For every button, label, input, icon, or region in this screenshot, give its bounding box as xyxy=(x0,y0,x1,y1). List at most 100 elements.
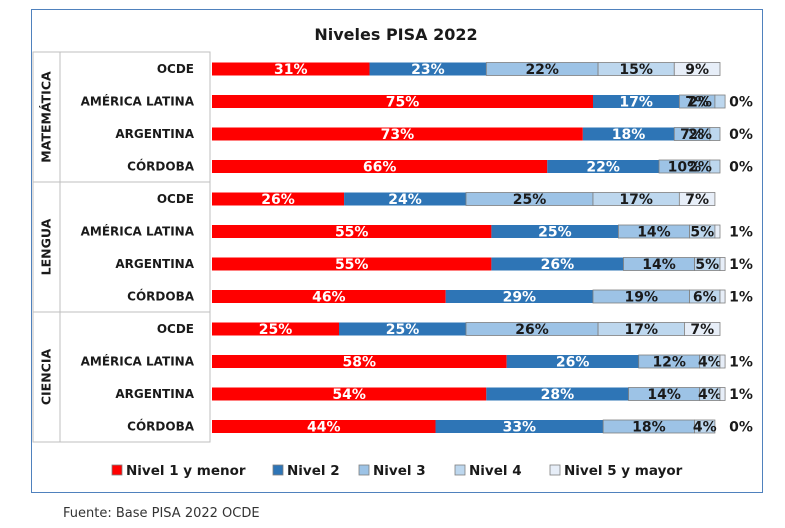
bar-segment xyxy=(709,159,721,174)
bar-row: 25% 25% 26% 17% 7% xyxy=(212,322,721,338)
data-label: 17% xyxy=(625,322,659,338)
bar-segment xyxy=(709,127,721,141)
bar-segment xyxy=(212,322,339,336)
data-label: 25% xyxy=(513,192,547,208)
legend: Nivel 1 y menor Nivel 2 Nivel 3 Nivel 4 Nive… xyxy=(111,463,683,479)
category-panel: MATEMÁTICA LENGUA CIENCIA xyxy=(32,51,211,443)
category-cell xyxy=(59,311,211,443)
data-label: 26% xyxy=(515,322,549,338)
data-label: 75% xyxy=(386,95,420,111)
data-label: 26% xyxy=(556,355,590,371)
data-label: 46% xyxy=(312,290,346,306)
data-label-outside: 0% xyxy=(729,160,753,176)
bar-row: 55% 26% 14% 5% 1% xyxy=(212,257,753,273)
bar-row: 46% 29% 19% 6% 1% xyxy=(212,290,753,306)
data-label: 26% xyxy=(541,257,575,273)
subject-label: MATEMÁTICA xyxy=(39,71,54,163)
bar-segment xyxy=(678,192,716,206)
bar-segment xyxy=(593,95,680,108)
data-label: 4% xyxy=(698,387,722,403)
bar-row: 26% 24% 25% 17% 7% xyxy=(212,192,716,208)
bar-segment xyxy=(212,387,487,401)
data-label: 25% xyxy=(259,322,293,338)
bar-segment xyxy=(212,420,436,433)
category-label: ARGENTINA xyxy=(115,257,194,271)
data-label: 4% xyxy=(693,420,717,436)
data-label-outside: 1% xyxy=(729,225,753,241)
data-label: 6% xyxy=(693,290,717,306)
data-label: 66% xyxy=(363,160,397,176)
data-label-outside: 0% xyxy=(729,420,753,436)
data-label-outside: 2% xyxy=(688,160,712,176)
data-label: 58% xyxy=(343,355,377,371)
legend-label: Nivel 3 xyxy=(373,463,426,479)
data-label: 7% xyxy=(685,95,709,111)
legend-label: Nivel 5 y mayor xyxy=(564,463,683,479)
data-label: 4% xyxy=(698,355,722,371)
category-label: ARGENTINA xyxy=(115,127,194,141)
bar-segment xyxy=(212,225,492,238)
legend-swatch xyxy=(358,464,370,476)
data-label-outside: 1% xyxy=(729,355,753,371)
data-label: 14% xyxy=(647,387,681,403)
data-label: 18% xyxy=(612,127,646,143)
bar-segment xyxy=(339,322,466,336)
bar-row: 44% 33% 18% 4% 0% xyxy=(212,420,753,436)
data-label: 14% xyxy=(637,225,671,241)
bar-segment xyxy=(547,160,660,173)
data-label: 24% xyxy=(388,192,422,208)
bar-segment xyxy=(719,257,726,271)
bar-segment xyxy=(719,289,726,304)
data-label: 28% xyxy=(541,387,575,403)
subject-cell xyxy=(32,311,61,443)
category-label: AMÉRICA LATINA xyxy=(81,224,195,239)
bar-row: 75% 17% 7%2% 0% xyxy=(212,95,753,111)
data-label: 55% xyxy=(335,257,369,273)
legend-swatch xyxy=(549,464,561,476)
data-label: 5% xyxy=(695,257,719,273)
data-label: 25% xyxy=(386,322,420,338)
bar-segment xyxy=(212,127,583,141)
data-label-outside: 2% xyxy=(688,127,712,143)
data-label: 33% xyxy=(503,420,537,436)
data-label-outside: 0% xyxy=(729,127,753,143)
bar-segment xyxy=(714,224,721,239)
bar-row: 58% 26% 12% 4% 1% xyxy=(212,355,753,371)
data-label: 5% xyxy=(690,225,714,241)
data-label: 17% xyxy=(619,192,653,208)
bar-segment xyxy=(714,94,726,109)
data-label: 7% xyxy=(690,322,714,338)
category-label: CÓRDOBA xyxy=(127,419,195,434)
data-label: 73% xyxy=(381,127,415,143)
category-label: CÓRDOBA xyxy=(127,289,195,304)
category-label: OCDE xyxy=(157,62,194,76)
bar-segment xyxy=(212,257,492,271)
category-cell xyxy=(59,181,211,313)
data-label: 7% xyxy=(685,192,709,208)
bar-segment xyxy=(486,387,629,401)
bar-row: 54% 28% 14% 4% 1% xyxy=(212,387,753,403)
bar-segment xyxy=(673,62,721,76)
bar-segment xyxy=(212,95,593,108)
bar-segment xyxy=(212,290,446,303)
bar-segment xyxy=(684,322,721,336)
bar-segment xyxy=(212,355,507,368)
data-label: 19% xyxy=(625,290,659,306)
subject-cell xyxy=(32,51,61,183)
bar-segment xyxy=(344,192,466,206)
category-label: OCDE xyxy=(157,192,194,206)
bar-segment xyxy=(435,420,604,433)
data-label: 9% xyxy=(685,62,709,78)
data-label: 12% xyxy=(652,355,686,371)
legend-label: Nivel 2 xyxy=(287,463,340,479)
bar-segment xyxy=(719,387,726,401)
data-label: 17% xyxy=(619,95,653,111)
data-label: 26% xyxy=(261,192,295,208)
data-label: 10% xyxy=(668,160,702,176)
bar-segment xyxy=(369,62,487,76)
legend-label: Nivel 4 xyxy=(469,463,522,479)
bar-segment xyxy=(212,160,548,173)
bar-row: 66% 22% 10%2% 0% xyxy=(212,160,753,176)
bar-segment xyxy=(582,127,675,141)
category-label: AMÉRICA LATINA xyxy=(81,94,195,109)
